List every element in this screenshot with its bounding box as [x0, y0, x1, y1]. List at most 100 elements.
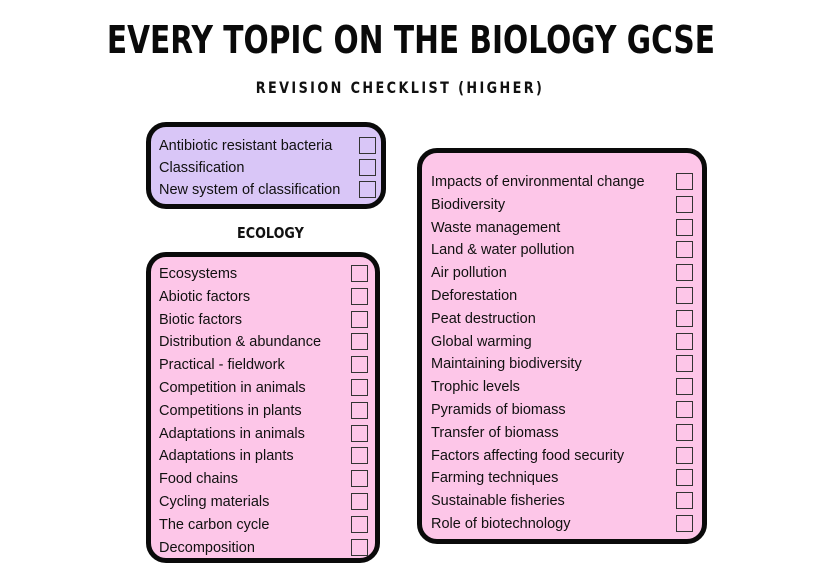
- checkbox[interactable]: [676, 195, 693, 213]
- checklist-item: Peat destruction: [431, 308, 702, 331]
- checklist-item: Distribution & abundance: [159, 331, 375, 354]
- checklist-item: Biodiversity: [431, 194, 702, 217]
- checkbox[interactable]: [676, 309, 693, 327]
- checklist-item-label: Cycling materials: [159, 493, 270, 510]
- checklist-item-label: The carbon cycle: [159, 516, 270, 533]
- checkbox[interactable]: [351, 333, 368, 351]
- checklist-item-label: Food chains: [159, 471, 238, 488]
- checklist-item-label: Global warming: [431, 333, 532, 350]
- checklist-item-label: Competition in animals: [159, 379, 306, 396]
- checklist-item: Deforestation: [431, 285, 702, 308]
- checkbox[interactable]: [351, 310, 368, 328]
- checklist-item: New system of classification: [159, 179, 381, 201]
- checklist-box-classification: Antibiotic resistant bacteria Classificat…: [146, 122, 386, 209]
- checkbox[interactable]: [359, 137, 376, 154]
- checkbox[interactable]: [351, 515, 368, 533]
- checklist-item: Impacts of environmental change: [431, 171, 702, 194]
- checklist-item-label: Deforestation: [431, 287, 518, 304]
- checklist-item-label: Sustainable fisheries: [431, 493, 565, 510]
- checklist-item-label: Abiotic factors: [159, 288, 251, 305]
- checklist-item-label: Classification: [159, 160, 245, 176]
- checkbox[interactable]: [359, 181, 376, 198]
- checklist-item: Competitions in plants: [159, 400, 375, 423]
- checklist-item-label: Adaptations in plants: [159, 448, 294, 465]
- checkbox[interactable]: [351, 447, 368, 465]
- checklist-item: Air pollution: [431, 262, 702, 285]
- checklist-item-label: Factors affecting food security: [431, 447, 625, 464]
- checklist-item: Maintaining biodiversity: [431, 353, 702, 376]
- checklist-item-label: Transfer of biomass: [431, 424, 559, 441]
- checklist-item: Biotic factors: [159, 309, 375, 332]
- checklist-item: Pyramids of biomass: [431, 399, 702, 422]
- checklist-item-label: Practical - fieldwork: [159, 357, 285, 374]
- checkbox[interactable]: [676, 332, 693, 350]
- checkbox[interactable]: [351, 378, 368, 396]
- checklist-item: Abiotic factors: [159, 286, 375, 309]
- checklist-item-label: Biodiversity: [431, 196, 506, 213]
- checklist-item: Ecosystems: [159, 263, 375, 286]
- checklist-item: Waste management: [431, 217, 702, 240]
- checklist-item: Trophic levels: [431, 376, 702, 399]
- checklist-item: Classification: [159, 157, 381, 179]
- checklist-item-label: Farming techniques: [431, 470, 559, 487]
- checklist-item-label: Air pollution: [431, 265, 507, 282]
- checklist-item-label: New system of classification: [159, 182, 341, 198]
- checkbox[interactable]: [676, 241, 693, 259]
- checkbox[interactable]: [676, 286, 693, 304]
- checklist-item: Cycling materials: [159, 491, 375, 514]
- checklist-item-label: Distribution & abundance: [159, 334, 322, 351]
- checkbox[interactable]: [351, 401, 368, 419]
- checklist-item-label: Antibiotic resistant bacteria: [159, 138, 333, 154]
- checkbox[interactable]: [351, 470, 368, 488]
- checkbox[interactable]: [676, 218, 693, 236]
- checklist-item-label: Impacts of environmental change: [431, 174, 645, 190]
- checklist-item-label: Trophic levels: [431, 379, 520, 396]
- checkbox[interactable]: [676, 423, 693, 441]
- checklist-item-label: Biotic factors: [159, 311, 242, 328]
- checklist: Ecosystems Abiotic factors Biotic factors D…: [159, 263, 375, 559]
- checkbox[interactable]: [676, 264, 693, 282]
- checklist-item-label: Maintaining biodiversity: [431, 356, 582, 373]
- checklist-item-label: Competitions in plants: [159, 402, 302, 419]
- checkbox[interactable]: [351, 492, 368, 510]
- checklist-item-label: Pyramids of biomass: [431, 401, 566, 418]
- checklist-box-environment: Impacts of environmental change Biodivers…: [417, 148, 707, 544]
- checklist-item: Role of biotechnology: [431, 513, 702, 536]
- checkbox[interactable]: [351, 265, 368, 282]
- page-title: EVERY TOPIC ON THE BIOLOGY GCSE: [106, 18, 715, 62]
- checkbox[interactable]: [351, 287, 368, 305]
- checkbox[interactable]: [676, 400, 693, 418]
- checklist-item: Antibiotic resistant bacteria: [159, 135, 381, 157]
- checklist-item: Practical - fieldwork: [159, 354, 375, 377]
- checklist-box-ecology: Ecosystems Abiotic factors Biotic factors D…: [146, 252, 380, 563]
- checklist: Impacts of environmental change Biodivers…: [431, 171, 702, 536]
- checklist-item: Global warming: [431, 331, 702, 354]
- checkbox[interactable]: [676, 492, 693, 510]
- checkbox[interactable]: [351, 538, 368, 556]
- checkbox[interactable]: [676, 469, 693, 487]
- checkbox[interactable]: [676, 514, 693, 532]
- checklist-item-label: Ecosystems: [159, 266, 238, 282]
- checklist-item-label: Waste management: [431, 219, 561, 236]
- checklist-item: Sustainable fisheries: [431, 490, 702, 513]
- checklist-item: The carbon cycle: [159, 514, 375, 537]
- checkbox[interactable]: [676, 378, 693, 396]
- checkbox[interactable]: [351, 356, 368, 374]
- checklist-item: Food chains: [159, 468, 375, 491]
- checklist-item-label: Role of biotechnology: [431, 515, 571, 532]
- checklist-item: Factors affecting food security: [431, 445, 702, 468]
- page-subtitle: REVISION CHECKLIST (HIGHER): [255, 78, 545, 97]
- checklist-item: Adaptations in plants: [159, 445, 375, 468]
- checklist-item: Land & water pollution: [431, 239, 702, 262]
- checkbox[interactable]: [676, 446, 693, 464]
- checklist-item: Adaptations in animals: [159, 423, 375, 446]
- checklist-item-label: Adaptations in animals: [159, 425, 305, 442]
- checkbox[interactable]: [359, 159, 376, 176]
- checklist: Antibiotic resistant bacteria Classificat…: [159, 135, 381, 201]
- checkbox[interactable]: [676, 173, 693, 190]
- checkbox[interactable]: [676, 355, 693, 373]
- checklist-item: Farming techniques: [431, 467, 702, 490]
- section-heading-ecology: ECOLOGY: [237, 224, 304, 242]
- checkbox[interactable]: [351, 424, 368, 442]
- checklist-item: Competition in animals: [159, 377, 375, 400]
